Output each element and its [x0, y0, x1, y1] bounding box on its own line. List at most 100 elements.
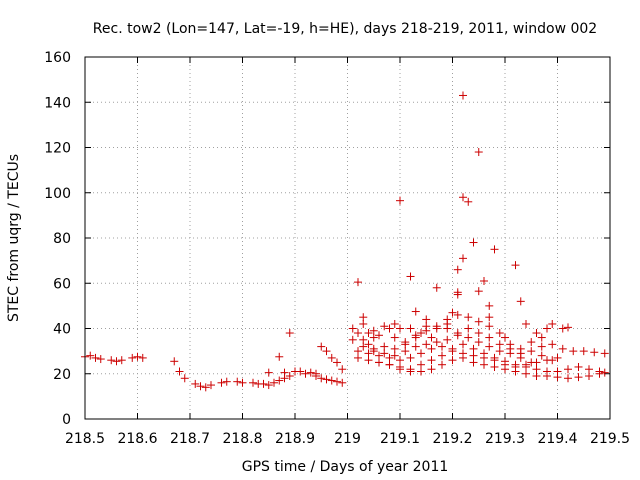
- data-point: [338, 365, 347, 374]
- data-point: [385, 324, 394, 333]
- y-tick-label: 20: [53, 367, 71, 383]
- data-point: [579, 347, 588, 356]
- data-point: [459, 340, 467, 349]
- data-point: [317, 342, 326, 351]
- x-tick-label: 218.5: [65, 431, 105, 447]
- data-point: [474, 338, 483, 347]
- data-point: [522, 360, 530, 369]
- data-point: [485, 342, 494, 351]
- data-point: [527, 338, 536, 347]
- data-point: [396, 324, 404, 333]
- data-point: [438, 360, 446, 369]
- data-points: [81, 91, 609, 392]
- data-point: [390, 319, 399, 328]
- x-tick-label: 218.7: [170, 431, 210, 447]
- data-point: [490, 362, 499, 371]
- data-point: [553, 373, 562, 382]
- data-point: [485, 322, 494, 331]
- data-point: [543, 356, 551, 365]
- x-tick-label: 219: [334, 431, 361, 447]
- data-point: [464, 313, 473, 322]
- data-point: [474, 317, 483, 326]
- data-point: [527, 347, 536, 356]
- data-point: [296, 367, 305, 376]
- data-point: [590, 348, 599, 357]
- data-point: [396, 356, 404, 365]
- data-point: [438, 342, 446, 351]
- x-tick-label: 219.2: [432, 431, 472, 447]
- data-point: [480, 349, 488, 358]
- data-point: [112, 357, 121, 366]
- data-point: [385, 353, 394, 362]
- data-point: [406, 367, 415, 376]
- data-point: [548, 340, 557, 349]
- data-point: [348, 324, 357, 333]
- data-point: [390, 351, 399, 360]
- data-point: [558, 344, 567, 353]
- data-point: [448, 308, 457, 317]
- data-point: [537, 351, 546, 360]
- data-point: [537, 342, 546, 351]
- data-point: [191, 379, 200, 388]
- data-point: [464, 324, 473, 333]
- data-point: [490, 353, 499, 362]
- data-point: [422, 326, 431, 335]
- data-point: [469, 344, 478, 353]
- data-point: [364, 329, 373, 338]
- data-point: [233, 377, 242, 386]
- chart-title: Rec. tow2 (Lon=147, Lat=-19, h=HE), days…: [93, 21, 597, 37]
- data-point: [516, 297, 525, 306]
- y-tick-label: 120: [44, 141, 71, 157]
- data-point: [574, 373, 583, 382]
- data-point: [96, 355, 105, 364]
- data-point: [432, 338, 441, 347]
- data-point: [380, 322, 389, 331]
- data-point: [564, 365, 572, 374]
- data-point: [469, 238, 478, 247]
- data-point: [459, 193, 467, 202]
- data-point: [280, 368, 289, 377]
- data-point: [490, 245, 499, 254]
- y-tick-label: 140: [44, 95, 71, 111]
- data-point: [453, 310, 462, 319]
- data-point: [474, 148, 483, 157]
- data-point: [522, 319, 530, 328]
- data-point: [501, 333, 509, 342]
- y-tick-labels: 0 20 40 60 80 100 120 140 160: [44, 50, 71, 428]
- data-point: [170, 357, 179, 366]
- data-point: [275, 352, 284, 361]
- data-point: [207, 381, 215, 390]
- data-point: [501, 360, 509, 369]
- data-point: [390, 344, 399, 353]
- data-point: [259, 379, 268, 388]
- y-tick-label: 100: [44, 186, 71, 202]
- data-point: [312, 372, 320, 381]
- data-point: [322, 375, 331, 384]
- data-point: [375, 351, 383, 360]
- data-point: [485, 301, 494, 310]
- data-point: [485, 313, 494, 322]
- data-point: [369, 333, 378, 342]
- data-point: [532, 358, 541, 367]
- data-point: [285, 372, 294, 381]
- data-point: [553, 353, 562, 362]
- data-point: [406, 324, 415, 333]
- data-point: [422, 340, 431, 349]
- data-point: [427, 356, 436, 365]
- data-point: [401, 340, 410, 349]
- data-point: [432, 322, 441, 331]
- data-point: [411, 307, 420, 316]
- data-point: [249, 378, 257, 387]
- data-point: [443, 324, 452, 333]
- data-point: [333, 377, 341, 386]
- data-point: [495, 329, 504, 338]
- data-point: [448, 356, 457, 365]
- data-point: [196, 382, 205, 391]
- data-point: [600, 368, 609, 377]
- data-point: [217, 378, 226, 387]
- data-point: [574, 362, 583, 371]
- data-point: [128, 353, 137, 362]
- data-point: [354, 278, 362, 287]
- data-point: [327, 353, 336, 362]
